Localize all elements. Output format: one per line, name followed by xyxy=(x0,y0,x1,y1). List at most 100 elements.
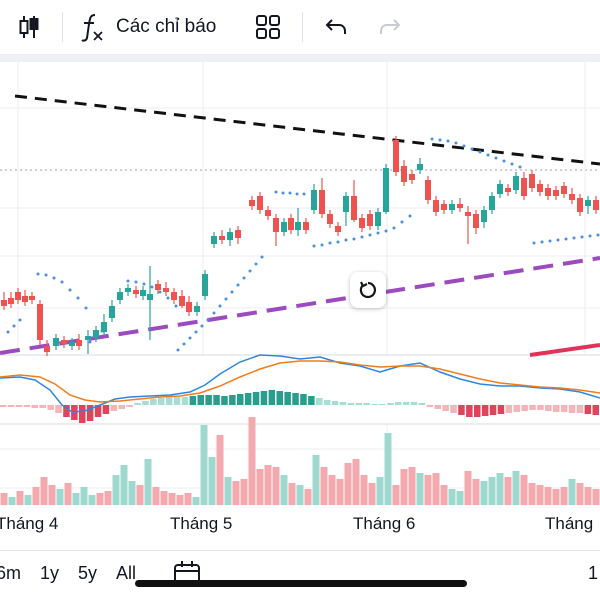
layout-button[interactable] xyxy=(250,8,286,46)
macd-bar xyxy=(410,402,418,405)
macd-bar xyxy=(134,403,141,405)
candle xyxy=(425,176,431,204)
macd-bar xyxy=(47,405,54,410)
candle xyxy=(335,222,341,236)
candle xyxy=(76,334,82,350)
volume-bar xyxy=(568,479,576,505)
candle xyxy=(295,208,301,236)
volume-bar xyxy=(368,483,376,505)
price-chart[interactable] xyxy=(0,62,600,550)
trendline-black-dashed[interactable] xyxy=(14,94,600,166)
macd-bar xyxy=(173,397,181,405)
volume-bar xyxy=(576,483,584,505)
macd-bar xyxy=(221,396,228,405)
candlesticks xyxy=(1,136,599,356)
volume-bar xyxy=(504,477,512,505)
volume-bar xyxy=(160,491,168,505)
undo-icon xyxy=(325,19,346,34)
candle xyxy=(147,266,153,340)
macd-bar xyxy=(371,404,378,405)
macd-bar xyxy=(347,403,355,405)
macd-bar xyxy=(276,391,283,405)
volume-bar xyxy=(584,487,592,505)
volume-bar xyxy=(416,473,424,505)
volume-bar xyxy=(136,485,144,505)
volume-bar xyxy=(360,475,368,505)
volume-bar xyxy=(48,485,56,505)
macd-bar xyxy=(450,405,457,413)
macd-bar xyxy=(300,394,307,405)
range-6m-button[interactable]: 6m xyxy=(0,563,22,583)
volume-bar xyxy=(272,467,280,505)
macd-bar xyxy=(584,405,592,414)
volume-bar xyxy=(56,489,64,505)
redo-button[interactable] xyxy=(374,8,406,46)
trendline-red[interactable] xyxy=(529,343,600,357)
volume-bar xyxy=(496,473,504,505)
toolbar-separator xyxy=(302,12,303,42)
candle xyxy=(101,314,107,336)
candle xyxy=(351,180,357,222)
indicators-button[interactable]: Các chỉ báo xyxy=(80,8,216,46)
indicators-label: Các chỉ báo xyxy=(116,16,217,37)
volume-bar xyxy=(544,487,552,505)
macd-bar xyxy=(418,403,426,405)
candle xyxy=(529,170,535,192)
chart-type-button[interactable] xyxy=(10,8,48,46)
volume-bar xyxy=(40,477,48,505)
macd-bar xyxy=(252,392,260,405)
parabolic-sar xyxy=(6,137,600,352)
volume-bar xyxy=(120,465,128,505)
volume-bar xyxy=(80,487,88,505)
macd-bar xyxy=(229,395,236,405)
macd-bar xyxy=(79,405,86,423)
volume-bar xyxy=(24,495,32,505)
volume-bar xyxy=(488,477,496,505)
candle xyxy=(8,292,14,308)
candle xyxy=(383,164,389,214)
undo-button[interactable] xyxy=(320,8,352,46)
volume-bar xyxy=(424,475,432,505)
candle xyxy=(163,282,169,296)
macd-bar xyxy=(39,405,46,408)
macd-bar xyxy=(165,397,173,405)
macd-bar xyxy=(363,403,370,405)
volume-bar xyxy=(0,493,8,505)
volume-bar xyxy=(200,425,208,505)
macd-bar xyxy=(244,393,252,405)
volume-bar xyxy=(320,467,328,505)
volume-bar xyxy=(472,479,480,505)
macd-bar xyxy=(55,405,62,413)
range-1y-button[interactable]: 1y xyxy=(40,563,60,583)
macd-bar xyxy=(434,405,441,409)
macd-bar xyxy=(466,405,473,417)
macd-bar xyxy=(316,398,323,405)
range-5y-button[interactable]: 5y xyxy=(78,563,98,583)
range-all-button[interactable]: All xyxy=(116,563,137,583)
home-indicator xyxy=(135,580,467,587)
candle xyxy=(375,208,381,230)
volume-bar xyxy=(184,493,192,505)
trendline-purple-dashed[interactable] xyxy=(0,256,600,355)
macd-bar xyxy=(402,402,410,405)
volume-bar xyxy=(168,493,176,505)
signal-line xyxy=(0,360,600,403)
macd-bar xyxy=(31,405,39,408)
volume-bar xyxy=(64,483,72,505)
volume-bar xyxy=(592,489,600,505)
macd-bar xyxy=(323,400,331,405)
macd-bar xyxy=(545,405,552,411)
macd-bar xyxy=(560,405,568,412)
macd-bar xyxy=(379,404,386,405)
volume-bar xyxy=(344,463,352,505)
chart-toolbar: Các chỉ báo xyxy=(0,0,600,54)
volume-bar xyxy=(376,477,384,505)
volume-bar xyxy=(296,485,304,505)
candle xyxy=(327,210,333,228)
reset-chart-button[interactable] xyxy=(350,272,386,308)
macd-line xyxy=(0,354,600,413)
candle xyxy=(109,300,115,322)
volume-bar xyxy=(384,433,392,505)
volume-bar xyxy=(232,481,240,505)
volume-bar xyxy=(536,485,544,505)
